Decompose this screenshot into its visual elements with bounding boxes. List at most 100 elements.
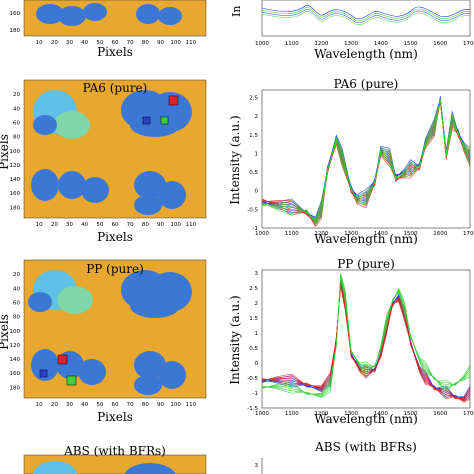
spectrum-xtick: 1700: [463, 41, 474, 47]
spectrum-xtick: 1300: [344, 411, 358, 417]
spectrum-series-line: [262, 101, 470, 220]
spectrum-ytick: -1: [253, 226, 258, 232]
spectrum-xlabel: Wavelength (nm): [314, 412, 418, 426]
map-xtick: 60: [112, 402, 119, 408]
spectrum-xlabel: Wavelength (nm): [314, 232, 418, 246]
spectrum-xtick: 1500: [404, 231, 418, 237]
spectrum-ylabel: Intensity (a.u.): [228, 295, 242, 384]
map-ytick: 180: [10, 385, 21, 391]
map-ytick: 160: [10, 191, 21, 197]
spectrum-series-line: [262, 284, 470, 401]
pa6-spectrum-panel: PA6 (pure) 2.5 2 1.5 1 0.5 0 -0.5 -1 1000 1100 12…: [228, 77, 474, 246]
map-xtick: 50: [96, 222, 103, 228]
map-xtick: 100: [170, 40, 181, 46]
map-xlabel: Pixels: [97, 45, 133, 59]
spectrum-xlabel: Wavelength (nm): [314, 47, 418, 61]
map-xtick: 40: [81, 40, 88, 46]
map-xlabel: Pixels: [97, 410, 133, 424]
map-ytick: 80: [13, 135, 20, 141]
map-yticks: 20 40 60 80 100 120 140 160 180: [10, 92, 21, 211]
map-xtick: 90: [157, 402, 164, 408]
map-xtick: 10: [36, 402, 43, 408]
spectrum-xticks: 1000 1100 1200 1300 1400 1500 1600 1700: [255, 41, 474, 47]
marker-red: [168, 95, 179, 106]
spectrum-xtick: 1400: [374, 41, 388, 47]
map-xtick: 80: [142, 40, 149, 46]
map-ytick: 120: [10, 163, 21, 169]
map-xtick: 40: [81, 222, 88, 228]
abs-spectrum-panel: ABS (with BFRs) 3: [255, 440, 417, 474]
pp-spectrum-title: PP (pure): [337, 257, 395, 271]
spectrum-xtick: 1200: [314, 411, 328, 417]
map-ytick: 60: [13, 120, 20, 126]
spectrum-series-line: [262, 286, 470, 403]
spectrum-ytick: -1.5: [247, 406, 258, 412]
map-ytick: 40: [13, 286, 20, 292]
pa6-spectrum-title: PA6 (pure): [334, 77, 399, 91]
map-xtick: 20: [51, 402, 58, 408]
spectrum-ytick: 0: [255, 189, 259, 195]
map-xtick: 70: [127, 402, 134, 408]
map-ytick: 120: [10, 343, 21, 349]
map-ylabel: Pixels: [0, 314, 11, 350]
map-ytick: 140: [10, 357, 21, 363]
spectrum-xtick: 1100: [285, 411, 299, 417]
map-xlabel: Pixels: [97, 230, 133, 244]
map-xtick: 70: [127, 222, 134, 228]
map-ytick: 180: [10, 205, 21, 211]
spectrum-xtick: 1000: [255, 41, 269, 47]
map-xtick: 90: [157, 40, 164, 46]
spectrum-xtick: 1500: [404, 411, 418, 417]
spectrum-ytick: 0.5: [249, 346, 258, 352]
map-ytick: 160: [10, 11, 21, 17]
spectrum-ytick: 2: [255, 114, 259, 120]
map-xtick: 10: [36, 222, 43, 228]
spectrum-xtick: 1600: [433, 41, 447, 47]
map-xtick: 20: [51, 222, 58, 228]
map-xtick: 50: [96, 402, 103, 408]
spectrum-xtick: 1700: [463, 411, 474, 417]
spectrum-ytick: 1: [255, 331, 259, 337]
abs-map-panel: ABS (with BFRs): [23, 444, 207, 474]
spectrum-xtick: 1400: [374, 231, 388, 237]
spectrum-ytick: 0: [255, 361, 259, 367]
map-xtick: 30: [66, 40, 73, 46]
spectrum-ytick: -0.5: [247, 376, 258, 382]
map-xtick: 110: [186, 222, 197, 228]
map-xtick: 90: [157, 222, 164, 228]
pp-map-panel: PP (pure) 20 40 60 80 100 120 140 160 180 10 20 30…: [0, 259, 207, 424]
spectrum-series-line: [262, 282, 470, 400]
pa6-map-title: PA6 (pure): [83, 81, 148, 95]
pp-spectrum-panel: PP (pure) 3 2.5 2 1.5 1 0.5 0 -0.5 -1 -1.5 1000 11…: [228, 257, 474, 426]
map-ylabel: Pixels: [0, 134, 11, 170]
top-map-panel: 160 180 10 20 30 40 50 60 70 80 90 100 110 Pixels: [10, 0, 207, 59]
spectrum-ytick: 3: [255, 463, 259, 469]
spectrum-xtick: 1100: [285, 41, 299, 47]
map-xtick: 30: [66, 222, 73, 228]
spectrum-xtick: 1200: [314, 231, 328, 237]
map-xtick: 20: [51, 40, 58, 46]
pp-map-title: PP (pure): [86, 262, 144, 276]
top-ylabel-partial: In: [230, 6, 243, 17]
map-xtick: 110: [186, 40, 197, 46]
spectrum-xtick: 1600: [433, 411, 447, 417]
spectrum-xticks: 1000 1100 1200 1300 1400 1500 1600 1700: [255, 411, 474, 417]
top-spectrum-panel: In 1000 1100 1200 1300 1400 1500 1600 1700 Wave…: [230, 0, 474, 61]
spectrum-xtick: 1100: [285, 231, 299, 237]
spectrum-ytick: 2: [255, 301, 259, 307]
map-ytick: 140: [10, 177, 21, 183]
map-xtick: 60: [112, 222, 119, 228]
spectrum-xtick: 1400: [374, 411, 388, 417]
map-xtick: 100: [170, 402, 181, 408]
spectrum-xtick: 1200: [314, 41, 328, 47]
map-ytick: 160: [10, 371, 21, 377]
spectrum-xtick: 1600: [433, 231, 447, 237]
map-ytick: 20: [13, 272, 20, 278]
spectrum-ytick: 1.5: [249, 316, 258, 322]
map-ytick: 100: [10, 329, 21, 335]
map-ytick: 100: [10, 149, 21, 155]
spectrum-yticks: 2.5 2 1.5 1 0.5 0 -0.5 -1: [247, 95, 258, 232]
spectrum-xtick: 1500: [404, 41, 418, 47]
pa6-map-panel: PA6 (pure) 20 40 60 80 100 120 140 160 180 10 20 3…: [0, 79, 207, 244]
